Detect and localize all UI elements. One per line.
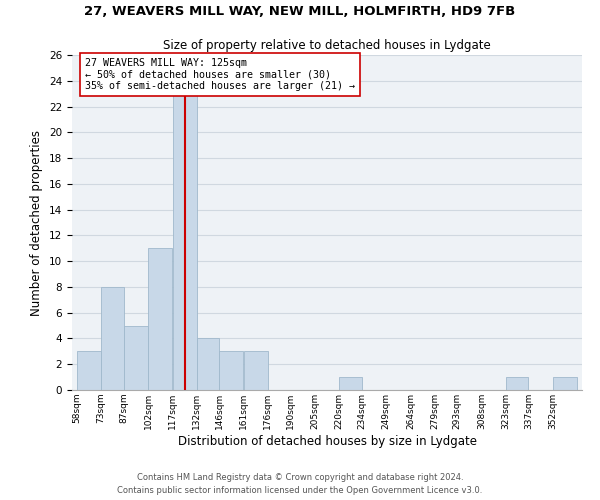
Bar — [77, 352, 101, 390]
Text: Contains HM Land Registry data © Crown copyright and database right 2024.
Contai: Contains HM Land Registry data © Crown c… — [118, 474, 482, 495]
Bar — [339, 377, 362, 390]
Bar — [173, 94, 197, 390]
Y-axis label: Number of detached properties: Number of detached properties — [31, 130, 43, 316]
Text: 27 WEAVERS MILL WAY: 125sqm
← 50% of detached houses are smaller (30)
35% of sem: 27 WEAVERS MILL WAY: 125sqm ← 50% of det… — [85, 58, 355, 91]
Bar — [101, 287, 124, 390]
Bar — [197, 338, 219, 390]
Bar — [553, 377, 577, 390]
Bar — [124, 326, 148, 390]
Text: 27, WEAVERS MILL WAY, NEW MILL, HOLMFIRTH, HD9 7FB: 27, WEAVERS MILL WAY, NEW MILL, HOLMFIRT… — [85, 5, 515, 18]
Bar — [244, 352, 268, 390]
Bar — [220, 352, 244, 390]
Title: Size of property relative to detached houses in Lydgate: Size of property relative to detached ho… — [163, 40, 491, 52]
Bar — [148, 248, 172, 390]
X-axis label: Distribution of detached houses by size in Lydgate: Distribution of detached houses by size … — [178, 434, 476, 448]
Bar — [506, 377, 529, 390]
